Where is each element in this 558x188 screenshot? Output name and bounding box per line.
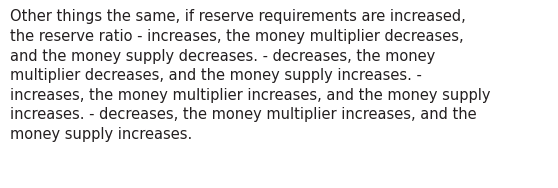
Text: Other things the same, if reserve requirements are increased,
the reserve ratio : Other things the same, if reserve requir… [10, 9, 490, 142]
